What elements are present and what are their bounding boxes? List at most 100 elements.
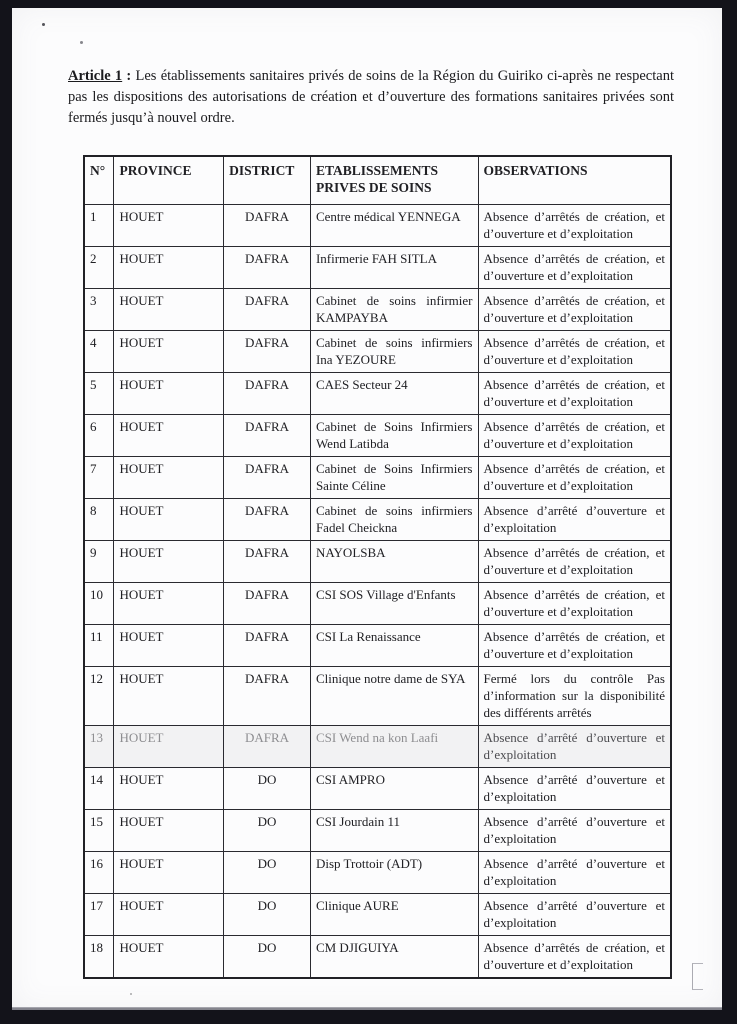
cell-province: HOUET (113, 809, 225, 852)
cell-district: DO (223, 809, 311, 852)
cell-number: 16 (83, 851, 115, 894)
cell-province: HOUET (113, 246, 225, 289)
cell-establishment: CSI SOS Village d'Enfants (309, 582, 479, 625)
table-row: 7 HOUET DAFRA Cabinet de Soins Infirmier… (83, 456, 672, 499)
cell-observation: Absence d’arrêtés de création, et d’ouve… (477, 582, 672, 625)
cell-number: 18 (83, 935, 115, 979)
cell-establishment: Clinique notre dame de SYA (309, 666, 479, 726)
cell-province: HOUET (113, 624, 225, 667)
cell-establishment: CM DJIGUIYA (309, 935, 479, 979)
header-row: N° PROVINCE DISTRICT ETABLISSEMENTS PRIV… (83, 155, 672, 205)
cell-establishment: Cabinet de Soins Infirmiers Sainte Célin… (309, 456, 479, 499)
table-row: 6 HOUET DAFRA Cabinet de Soins Infirmier… (83, 414, 672, 457)
table-row: 11 HOUET DAFRA CSI La Renaissance Absenc… (83, 624, 672, 667)
cell-establishment: CSI La Renaissance (309, 624, 479, 667)
cell-observation: Absence d’arrêtés de création, et d’ouve… (477, 330, 672, 373)
scan-speck (80, 41, 83, 44)
cell-observation: Absence d’arrêté d’ouverture et d’exploi… (477, 851, 672, 894)
cell-establishment: CSI Jourdain 11 (309, 809, 479, 852)
cell-district: DAFRA (223, 624, 311, 667)
cell-district: DO (223, 851, 311, 894)
cell-district: DAFRA (223, 330, 311, 373)
cell-establishment: Infirmerie FAH SITLA (309, 246, 479, 289)
table-row: 18 HOUET DO CM DJIGUIYA Absence d’arrêté… (83, 935, 672, 979)
cell-number: 15 (83, 809, 115, 852)
table-row: 13 HOUET DAFRA CSI Wend na kon Laafi Abs… (83, 725, 672, 768)
cell-number: 6 (83, 414, 115, 457)
cell-province: HOUET (113, 330, 225, 373)
cell-establishment: Clinique AURE (309, 893, 479, 936)
header-establishment: ETABLISSEMENTS PRIVES DE SOINS (309, 155, 479, 205)
cell-district: DO (223, 893, 311, 936)
cell-province: HOUET (113, 204, 225, 247)
table-row: 16 HOUET DO Disp Trottoir (ADT) Absence … (83, 851, 672, 894)
cell-district: DAFRA (223, 666, 311, 726)
cell-province: HOUET (113, 414, 225, 457)
cell-observation: Absence d’arrêté d’ouverture et d’exploi… (477, 809, 672, 852)
table-row: 1 HOUET DAFRA Centre médical YENNEGA Abs… (83, 204, 672, 247)
cell-establishment: Disp Trottoir (ADT) (309, 851, 479, 894)
table-header: N° PROVINCE DISTRICT ETABLISSEMENTS PRIV… (83, 155, 672, 205)
cell-establishment: CSI Wend na kon Laafi (309, 725, 479, 768)
cell-number: 11 (83, 624, 115, 667)
cell-observation: Absence d’arrêtés de création, et d’ouve… (477, 540, 672, 583)
cell-observation: Absence d’arrêté d’ouverture et d’exploi… (477, 498, 672, 541)
table-row: 3 HOUET DAFRA Cabinet de soins infirmier… (83, 288, 672, 331)
cell-province: HOUET (113, 372, 225, 415)
cell-district: DAFRA (223, 498, 311, 541)
cell-observation: Absence d’arrêtés de création, et d’ouve… (477, 204, 672, 247)
cell-number: 13 (83, 725, 115, 768)
cell-establishment: Cabinet de soins infirmiers Fadel Cheick… (309, 498, 479, 541)
cell-establishment: NAYOLSBA (309, 540, 479, 583)
scan-speck (42, 23, 45, 26)
cell-district: DAFRA (223, 414, 311, 457)
cell-number: 10 (83, 582, 115, 625)
cell-province: HOUET (113, 498, 225, 541)
cell-number: 14 (83, 767, 115, 810)
cell-establishment: CAES Secteur 24 (309, 372, 479, 415)
cell-province: HOUET (113, 767, 225, 810)
cell-district: DAFRA (223, 456, 311, 499)
cell-province: HOUET (113, 725, 225, 768)
table-row: 8 HOUET DAFRA Cabinet de soins infirmier… (83, 498, 672, 541)
cell-observation: Absence d’arrêtés de création, et d’ouve… (477, 414, 672, 457)
cell-district: DAFRA (223, 204, 311, 247)
document-page: Article 1 : Les établissements sanitaire… (12, 8, 722, 1010)
cell-number: 9 (83, 540, 115, 583)
cell-province: HOUET (113, 851, 225, 894)
cell-number: 5 (83, 372, 115, 415)
header-number: N° (83, 155, 115, 205)
cell-province: HOUET (113, 935, 225, 979)
cell-number: 17 (83, 893, 115, 936)
intro-paragraph: Article 1 : Les établissements sanitaire… (68, 66, 674, 129)
cell-number: 2 (83, 246, 115, 289)
page-bottom-edge (12, 1007, 722, 1010)
table-row: 12 HOUET DAFRA Clinique notre dame de SY… (83, 666, 672, 726)
cell-observation: Absence d’arrêté d’ouverture et d’exploi… (477, 893, 672, 936)
cell-district: DAFRA (223, 725, 311, 768)
cell-number: 7 (83, 456, 115, 499)
header-province: PROVINCE (113, 155, 225, 205)
header-district: DISTRICT (223, 155, 311, 205)
cell-observation: Absence d’arrêtés de création, et d’ouve… (477, 624, 672, 667)
cell-establishment: Cabinet de Soins Infirmiers Wend Latibda (309, 414, 479, 457)
cell-establishment: Centre médical YENNEGA (309, 204, 479, 247)
cell-district: DAFRA (223, 288, 311, 331)
article-label: Article 1 (68, 68, 123, 84)
cell-observation: Absence d’arrêté d’ouverture et d’exploi… (477, 725, 672, 768)
cell-observation: Absence d’arrêtés de création, et d’ouve… (477, 456, 672, 499)
cell-province: HOUET (113, 666, 225, 726)
table-row: 9 HOUET DAFRA NAYOLSBA Absence d’arrêtés… (83, 540, 672, 583)
cell-district: DO (223, 767, 311, 810)
cell-number: 1 (83, 204, 115, 247)
cell-observation: Absence d’arrêtés de création, et d’ouve… (477, 288, 672, 331)
cell-district: DO (223, 935, 311, 979)
cell-observation: Absence d’arrêtés de création, et d’ouve… (477, 372, 672, 415)
cell-observation: Absence d’arrêtés de création, et d’ouve… (477, 246, 672, 289)
cell-observation: Absence d’arrêté d’ouverture et d’exploi… (477, 767, 672, 810)
table-row: 4 HOUET DAFRA Cabinet de soins infirmier… (83, 330, 672, 373)
table-body: 1 HOUET DAFRA Centre médical YENNEGA Abs… (83, 204, 672, 979)
scan-speck (130, 993, 132, 995)
cell-province: HOUET (113, 540, 225, 583)
